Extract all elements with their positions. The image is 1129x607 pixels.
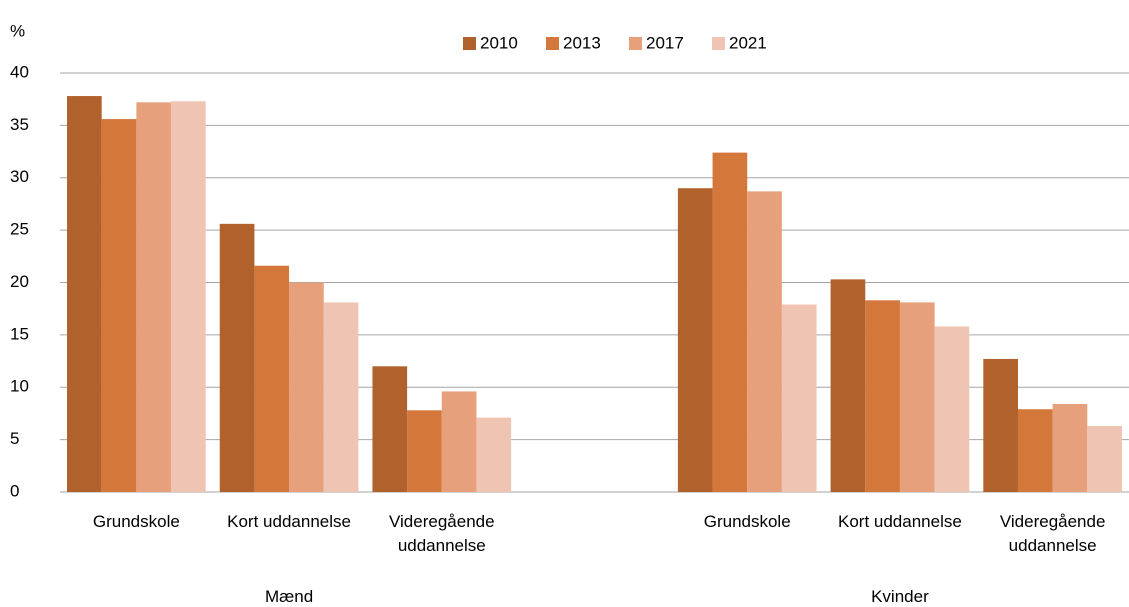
y-tick-label: 40 — [10, 62, 29, 81]
bar — [254, 265, 290, 492]
x-tick-label: Grundskole — [703, 512, 791, 531]
x-tick-label: Grundskole — [92, 512, 180, 531]
y-tick-label: 25 — [10, 220, 29, 239]
bar — [865, 300, 900, 492]
legend-swatch — [463, 37, 476, 50]
x-tick-label: Videregående uddannelse — [389, 512, 495, 555]
y-unit: % — [10, 21, 25, 40]
bar — [1087, 426, 1122, 492]
legend-swatch — [546, 37, 559, 50]
bar — [407, 410, 442, 492]
group-label: Kvinder — [871, 587, 929, 606]
y-tick-label: 15 — [10, 324, 29, 343]
bar — [781, 304, 817, 492]
bar — [1052, 404, 1088, 492]
bar — [677, 188, 713, 492]
x-tick-label: Videregående uddannelse — [999, 512, 1106, 555]
bar — [171, 101, 206, 492]
y-tick-label: 10 — [10, 377, 29, 396]
legend-label: 2013 — [563, 33, 601, 52]
legend-label: 2010 — [480, 33, 518, 52]
bar — [101, 119, 137, 492]
bar — [136, 102, 172, 492]
y-tick-label: 35 — [10, 115, 29, 134]
legend-swatch — [629, 37, 642, 50]
bar — [219, 223, 255, 492]
bar — [476, 417, 512, 492]
bar — [712, 152, 748, 493]
bar — [289, 282, 324, 492]
legend-label: 2021 — [729, 33, 767, 52]
bar — [934, 326, 970, 492]
bar — [67, 96, 102, 493]
y-tick-label: 30 — [10, 167, 29, 186]
legend-label: 2017 — [646, 33, 684, 52]
bar — [372, 366, 408, 492]
x-tick-label: Kort uddannelse — [838, 512, 962, 531]
group-label: Mænd — [264, 587, 314, 606]
y-tick-label: 5 — [10, 429, 19, 448]
bar — [1017, 409, 1053, 492]
y-tick-label: 20 — [10, 272, 29, 291]
bar — [830, 279, 866, 492]
legend-swatch — [712, 37, 725, 50]
bar — [441, 391, 477, 492]
bar — [323, 302, 359, 492]
bar — [983, 358, 1018, 492]
bar — [899, 302, 935, 492]
y-tick-label: 0 — [10, 481, 19, 500]
bar — [747, 191, 782, 492]
x-tick-label: Kort uddannelse — [227, 512, 351, 531]
